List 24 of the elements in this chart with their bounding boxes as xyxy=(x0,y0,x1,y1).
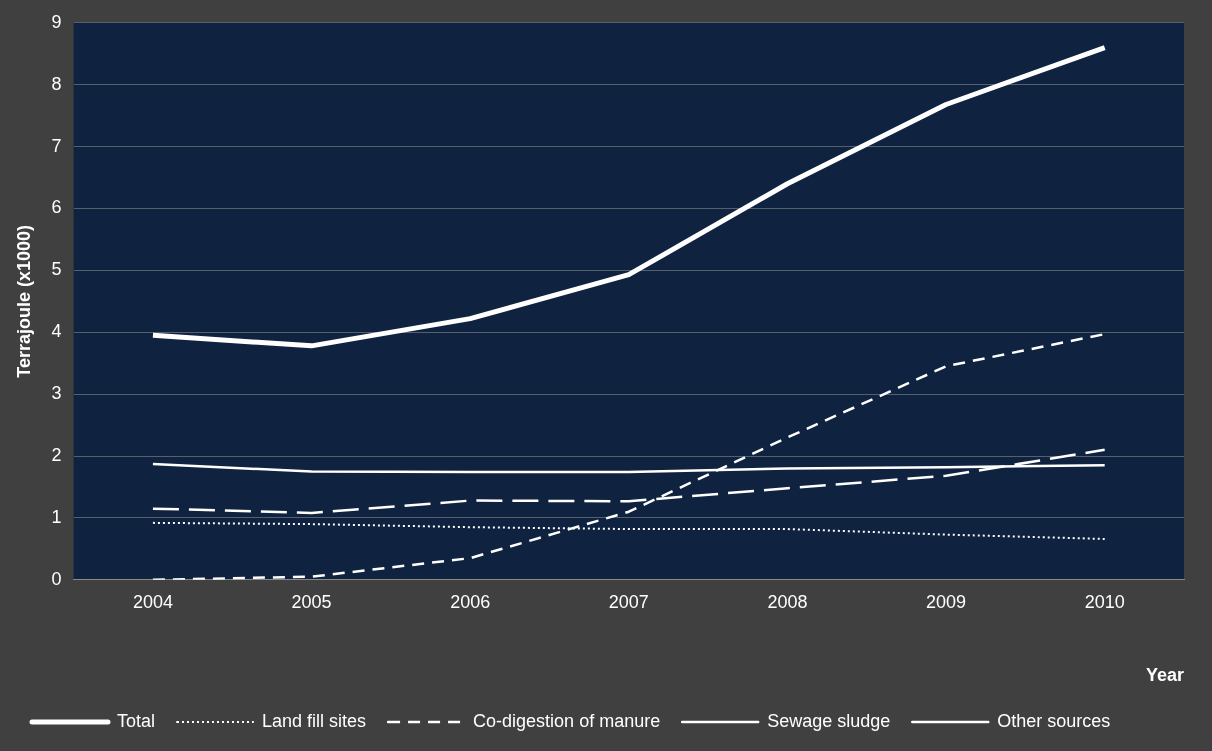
x-tick-label: 2006 xyxy=(450,591,491,612)
x-tick-label: 2004 xyxy=(132,591,173,612)
x-axis-title: Year xyxy=(1145,665,1184,686)
y-tick-label: 9 xyxy=(51,11,62,32)
legend-label: Other sources xyxy=(997,710,1111,731)
legend-label: Co-digestion of manure xyxy=(473,710,661,731)
y-axis-title: Terrajoule (x1000) xyxy=(13,224,34,378)
y-tick-label: 8 xyxy=(51,73,62,94)
x-tick-label: 2007 xyxy=(608,591,649,612)
x-tick-label: 2009 xyxy=(926,591,967,612)
y-tick-label: 5 xyxy=(51,259,62,280)
y-tick-label: 1 xyxy=(51,506,62,527)
y-tick-label: 6 xyxy=(51,197,62,218)
y-tick-label: 3 xyxy=(51,383,62,404)
y-tick-label: 4 xyxy=(51,321,62,342)
legend-label: Land fill sites xyxy=(262,710,367,731)
y-tick-label: 2 xyxy=(51,444,62,465)
x-tick-label: 2010 xyxy=(1084,591,1125,612)
y-tick-label: 0 xyxy=(51,568,62,589)
y-tick-label: 7 xyxy=(51,135,62,156)
legend-label: Total xyxy=(117,710,156,731)
x-tick-label: 2005 xyxy=(291,591,332,612)
x-tick-label: 2008 xyxy=(767,591,808,612)
legend-label: Sewage sludge xyxy=(767,710,891,731)
